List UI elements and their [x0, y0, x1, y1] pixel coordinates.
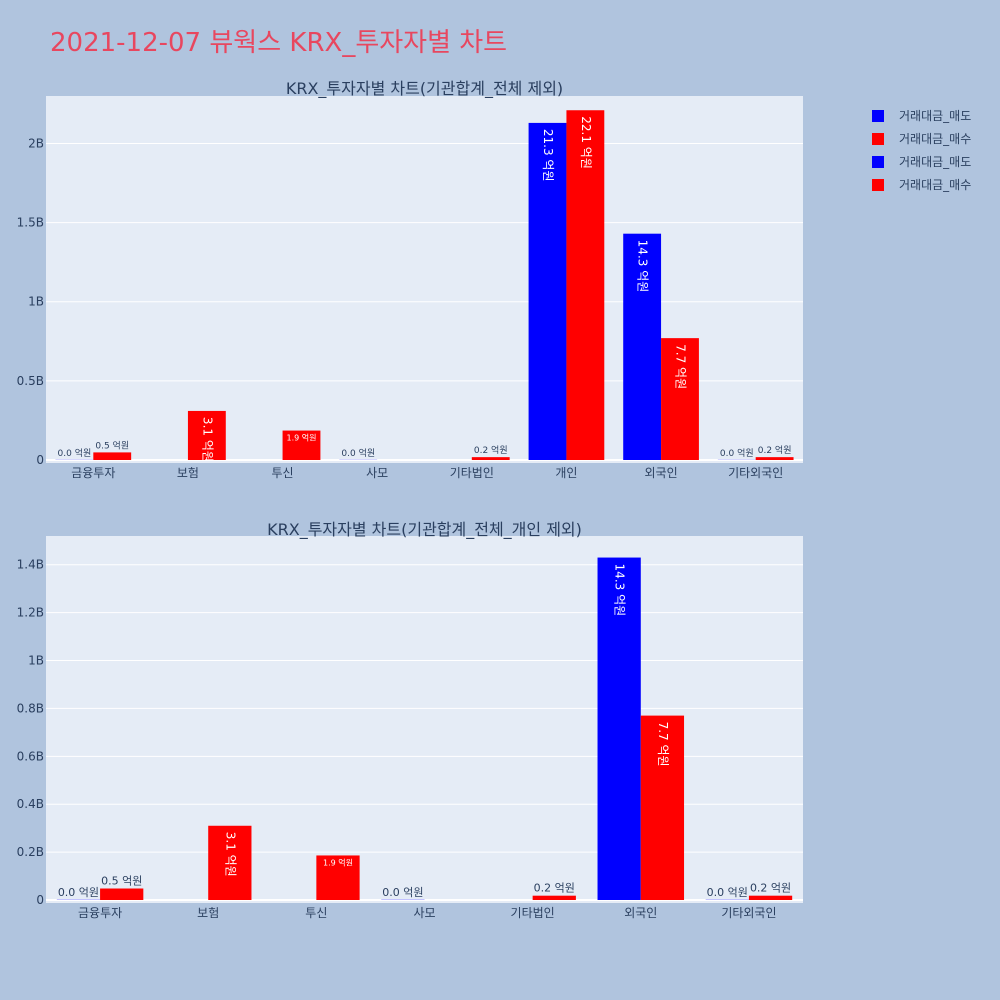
chart-title: KRX_투자자별 차트(기관합계_전체 제외): [286, 79, 563, 99]
bar: [755, 457, 794, 460]
x-tick-label: 외국인: [645, 466, 678, 480]
data-label: 0.0 억원: [341, 447, 375, 459]
data-label: 0.5 억원: [95, 439, 129, 451]
legend-swatch: [872, 132, 884, 145]
x-tick-label: 투신: [305, 906, 327, 920]
y-tick-label: 2B: [28, 136, 44, 150]
data-label: 21.3 억원: [541, 129, 555, 182]
legend-label: 거래대금_매도: [899, 109, 972, 123]
x-tick-label: 사모: [366, 466, 388, 480]
data-label: 14.3 억원: [613, 564, 627, 617]
data-label: 1.9 억원: [323, 857, 353, 867]
x-tick-label: 외국인: [624, 906, 657, 920]
data-label: 0.0 억원: [382, 886, 423, 899]
chart-bottom: 0 0.2B 0.4B 0.6B 0.8B 1B 1.2B 1.4B KRX_투자자별 차트(기…: [17, 520, 803, 920]
legend-label: 거래대금_매수: [899, 132, 972, 146]
data-label: 0.2 억원: [534, 882, 575, 895]
data-label: 7.7 억원: [673, 344, 687, 389]
legend-label: 거래대금_매도: [899, 155, 972, 169]
bar: [640, 715, 685, 900]
y-tick-label: 1B: [28, 295, 44, 309]
bar: [282, 430, 321, 460]
data-label: 14.3 억원: [636, 240, 650, 293]
data-label: 0.2 억원: [474, 444, 508, 456]
x-tick-label: 기타외국인: [721, 906, 776, 920]
legend-item[interactable]: 거래대금_매수: [872, 173, 971, 196]
plot-area: [46, 536, 803, 903]
bar: [187, 410, 226, 460]
bar: [623, 233, 662, 460]
data-label: 0.5 억원: [101, 875, 142, 888]
data-label: 3.1 억원: [200, 417, 214, 462]
legend-item[interactable]: 거래대금_매수: [872, 127, 971, 150]
x-tick-label: 투신: [272, 466, 294, 480]
chart-title: KRX_투자자별 차트(기관합계_전체_개인 제외): [267, 520, 582, 540]
x-tick-label: 보험: [197, 906, 219, 920]
y-tick-label: 0.5B: [17, 374, 44, 388]
y-tick-label: 1.2B: [17, 606, 44, 620]
x-tick-label: 기타법인: [450, 466, 494, 480]
data-label: 7.7 억원: [656, 722, 670, 767]
y-tick-label: 0.4B: [17, 797, 44, 811]
bar: [532, 895, 576, 900]
x-tick-label: 사모: [413, 906, 435, 920]
bar: [93, 452, 132, 460]
bar: [471, 457, 510, 460]
x-tick-label: 기타법인: [511, 906, 555, 920]
x-tick-label: 금융투자: [78, 906, 122, 920]
bar: [528, 122, 567, 460]
y-tick-label: 1B: [28, 654, 44, 668]
legend-label: 거래대금_매수: [899, 178, 972, 192]
y-tick-label: 0.6B: [17, 749, 44, 763]
legend-swatch: [872, 178, 884, 191]
data-label: 0.2 억원: [758, 444, 792, 456]
data-label: 0.0 억원: [707, 886, 748, 899]
data-label: 22.1 억원: [579, 116, 593, 169]
data-label: 0.2 억원: [750, 882, 791, 895]
x-tick-label: 기타외국인: [728, 466, 783, 480]
y-tick-label: 0: [36, 453, 44, 467]
bar: [100, 888, 144, 900]
data-label: 0.0 억원: [58, 447, 92, 459]
page-title: 2021-12-07 뷰웍스 KRX_투자자별 차트: [50, 28, 508, 58]
legend[interactable]: 거래대금_매도 거래대금_매수 거래대금_매도 거래대금_매수: [872, 104, 971, 196]
legend-item[interactable]: 거래대금_매도: [872, 150, 971, 173]
chart-top: 0 0.5B 1B 1.5B 2B KRX_투자자별 차트(기관합계_전체 제외) 금융투자…: [17, 79, 803, 480]
y-tick-label: 0.2B: [17, 845, 44, 859]
y-tick-label: 0: [36, 893, 44, 907]
bar: [566, 110, 605, 461]
data-label: 0.0 억원: [58, 886, 99, 899]
y-tick-label: 1.4B: [17, 558, 44, 572]
legend-swatch: [872, 155, 884, 168]
legend-item[interactable]: 거래대금_매도: [872, 104, 971, 127]
x-tick-label: 보험: [177, 466, 199, 480]
y-tick-label: 1.5B: [17, 216, 44, 230]
data-label: 3.1 억원: [223, 832, 237, 877]
legend-swatch: [872, 109, 884, 122]
x-tick-label: 금융투자: [71, 466, 115, 480]
bar: [661, 338, 699, 460]
x-tick-label: 개인: [555, 466, 577, 480]
bar: [316, 855, 360, 900]
y-tick-label: 0.8B: [17, 701, 44, 715]
data-label: 0.0 억원: [720, 447, 754, 459]
bar: [748, 895, 793, 900]
bar: [597, 557, 641, 900]
bar: [208, 825, 252, 900]
data-label: 1.9 억원: [286, 433, 316, 443]
